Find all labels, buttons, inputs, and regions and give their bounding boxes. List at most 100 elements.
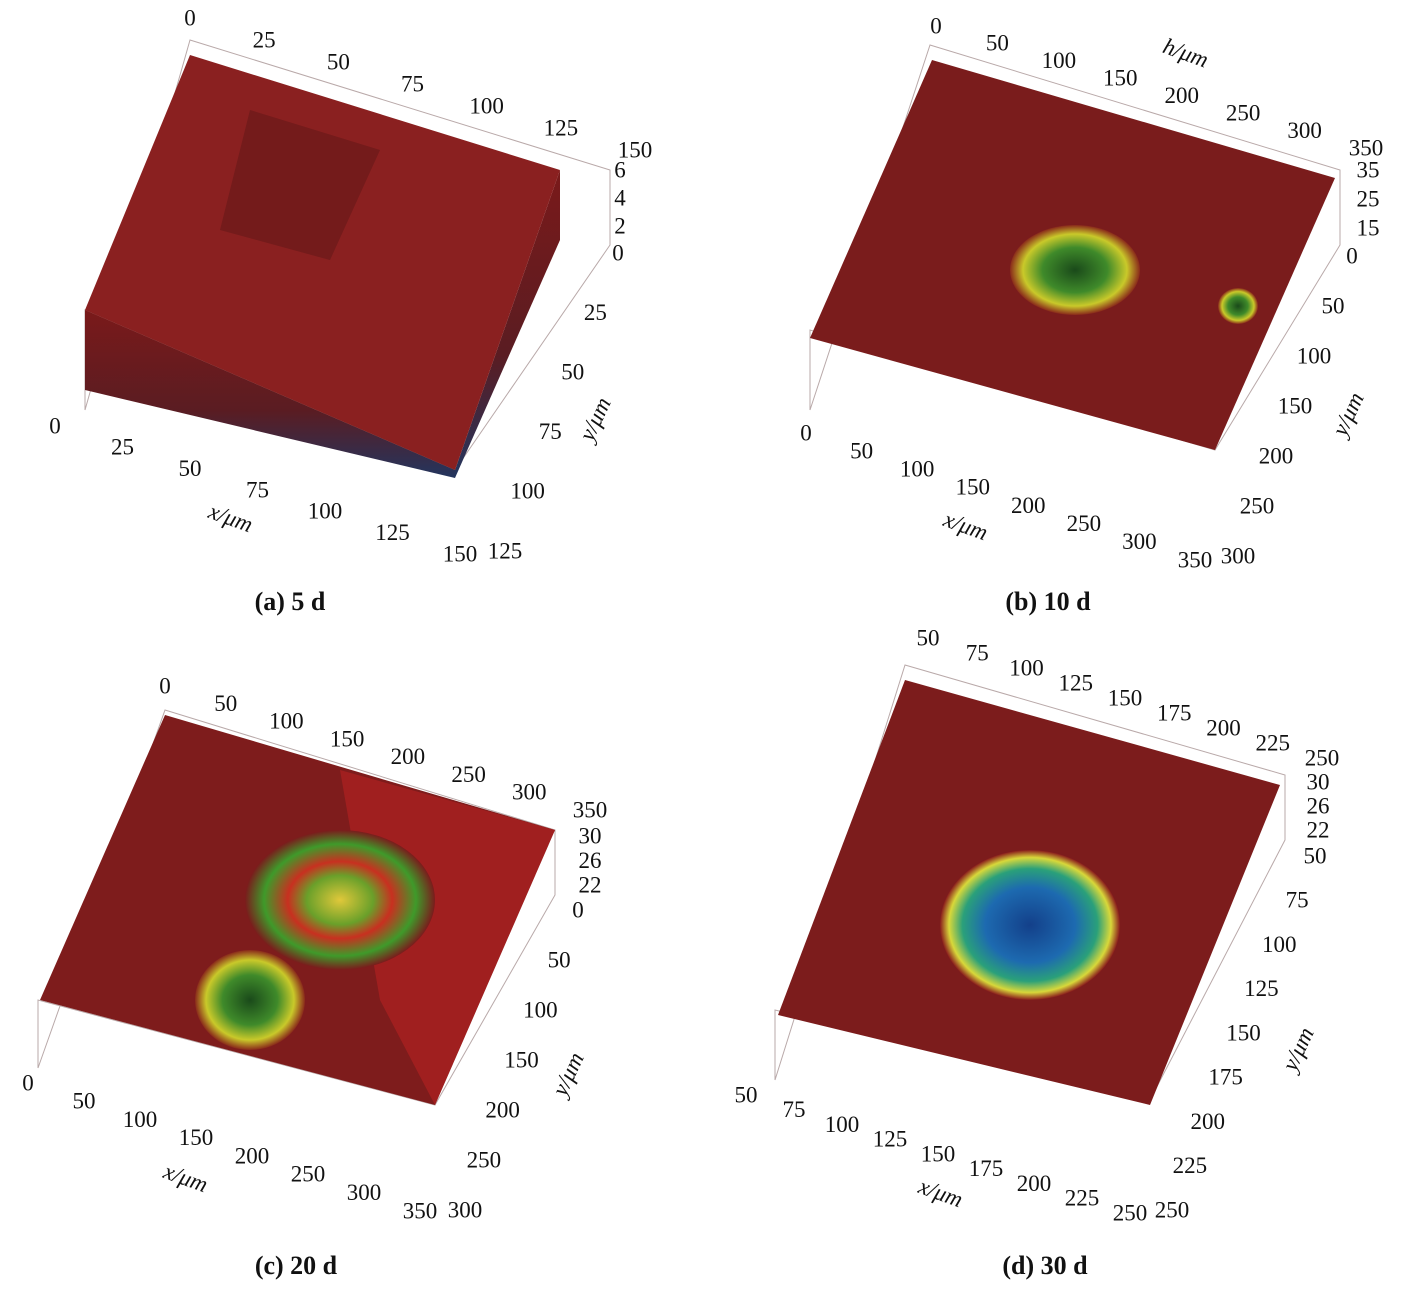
h-tick-label: 2: [614, 213, 626, 238]
surface-c: [37, 709, 556, 1106]
x-tick-label: 200: [1017, 1171, 1052, 1196]
y-tick-label: 200: [1191, 1109, 1226, 1134]
y-tick-label: 100: [523, 997, 558, 1022]
h-tick-label: 30: [1307, 769, 1330, 794]
y-tick-label: 50: [1304, 843, 1327, 868]
y-tick-label: 75: [1286, 888, 1309, 913]
x-tick-label: 100: [825, 1112, 860, 1137]
top-tick-label: 200: [391, 744, 426, 769]
h-tick-label: 25: [1357, 186, 1380, 211]
top-tick-label: 125: [544, 115, 579, 140]
x-tick-label: 100: [123, 1107, 158, 1132]
x-tick-label: 100: [308, 499, 343, 524]
y-tick-label: 150: [1226, 1020, 1261, 1045]
h-tick-label: 30: [579, 823, 602, 848]
y-tick-label: 125: [1244, 976, 1279, 1001]
top-tick-label: 50: [986, 31, 1009, 56]
y-tick-label: 200: [1259, 443, 1294, 468]
y-tick-label: 250: [1240, 493, 1275, 518]
top-tick-label: 250: [1305, 745, 1340, 770]
top-tick-label: 0: [184, 5, 196, 30]
y-tick-label: 50: [1322, 293, 1345, 318]
top-tick-label: 250: [451, 762, 486, 787]
top-tick-label: 100: [1042, 48, 1077, 73]
top-tick-label: 150: [1108, 685, 1143, 710]
x-tick-label: 75: [783, 1097, 806, 1122]
x-tick-label: 75: [246, 477, 269, 502]
x-tick-label: 200: [235, 1143, 270, 1168]
h-tick-label: 22: [1307, 817, 1330, 842]
y-tick-label: 50: [548, 947, 571, 972]
top-tick-label: 75: [966, 640, 989, 665]
x-tick-label: 225: [1065, 1186, 1100, 1211]
x-tick-label: 0: [22, 1070, 34, 1095]
y-tick-label: 250: [467, 1147, 502, 1172]
y-tick-label: 300: [1221, 543, 1256, 568]
y-axis-label: y/μm: [546, 1048, 588, 1101]
top-tick-label: 100: [469, 93, 504, 118]
top-tick-label: 250: [1226, 100, 1261, 125]
top-tick-label: 300: [512, 780, 547, 805]
x-tick-label: 25: [111, 435, 134, 460]
y-tick-label: 250: [1155, 1197, 1190, 1222]
x-tick-label: 250: [1113, 1200, 1148, 1225]
y-tick-label: 100: [510, 479, 545, 504]
x-tick-label: 150: [955, 475, 990, 500]
top-tick-label: 25: [253, 27, 276, 52]
y-tick-label: 0: [572, 897, 584, 922]
top-tick-label: 150: [330, 726, 365, 751]
h-tick-label: 15: [1357, 215, 1380, 240]
x-tick-label: 350: [1178, 547, 1213, 572]
top-tick-label: 100: [1009, 655, 1044, 680]
x-tick-label: 150: [921, 1141, 956, 1166]
surface-b: [809, 44, 1341, 451]
panel-caption: (d) 30 d: [1002, 1251, 1088, 1280]
x-tick-label: 0: [49, 413, 61, 438]
surface-a: [84, 39, 611, 478]
top-tick-label: 200: [1164, 83, 1199, 108]
h-tick-label: 35: [1357, 157, 1380, 182]
x-axis-label: x/μm: [940, 506, 992, 545]
surface-d: [774, 664, 1286, 1105]
h-tick-label: 26: [1307, 793, 1330, 818]
top-tick-label: 0: [930, 13, 942, 38]
top-tick-label: 150: [618, 137, 653, 162]
h-tick-label: 22: [579, 872, 602, 897]
h-tick-label: 6: [614, 157, 626, 182]
top-tick-label: 350: [1349, 135, 1384, 160]
x-axis-label: x/μm: [160, 1158, 212, 1197]
y-tick-label: 0: [1346, 243, 1358, 268]
panel-caption: (c) 20 d: [255, 1251, 338, 1280]
y-tick-label: 100: [1297, 343, 1332, 368]
x-tick-label: 50: [179, 456, 202, 481]
x-tick-label: 125: [375, 520, 410, 545]
x-axis-label: x/μm: [205, 498, 257, 537]
top-tick-label: 50: [917, 625, 940, 650]
y-tick-label: 125: [488, 538, 523, 563]
y-tick-label: 200: [485, 1097, 520, 1122]
y-axis-label: y/μm: [1276, 1023, 1318, 1076]
x-tick-label: 150: [443, 541, 478, 566]
x-tick-label: 175: [969, 1156, 1004, 1181]
top-tick-label: 150: [1103, 66, 1138, 91]
panel-caption: (a) 5 d: [255, 587, 326, 616]
y-axis-label: y/μm: [573, 393, 615, 446]
x-tick-label: 350: [403, 1198, 438, 1223]
x-tick-label: 250: [1067, 511, 1102, 536]
x-tick-label: 200: [1011, 493, 1046, 518]
top-tick-label: 50: [214, 691, 237, 716]
top-tick-label: 125: [1059, 670, 1094, 695]
y-tick-label: 0: [612, 240, 624, 265]
top-tick-label: 200: [1206, 715, 1241, 740]
x-tick-label: 300: [1122, 529, 1157, 554]
x-tick-label: 250: [291, 1162, 326, 1187]
x-tick-label: 100: [900, 457, 935, 482]
y-tick-label: 50: [561, 359, 584, 384]
top-tick-label: 100: [269, 709, 304, 734]
x-tick-label: 50: [73, 1089, 96, 1114]
x-tick-label: 50: [735, 1082, 758, 1107]
y-axis-label: y/μm: [1326, 388, 1368, 441]
y-tick-label: 100: [1262, 932, 1297, 957]
x-tick-label: 150: [179, 1125, 214, 1150]
